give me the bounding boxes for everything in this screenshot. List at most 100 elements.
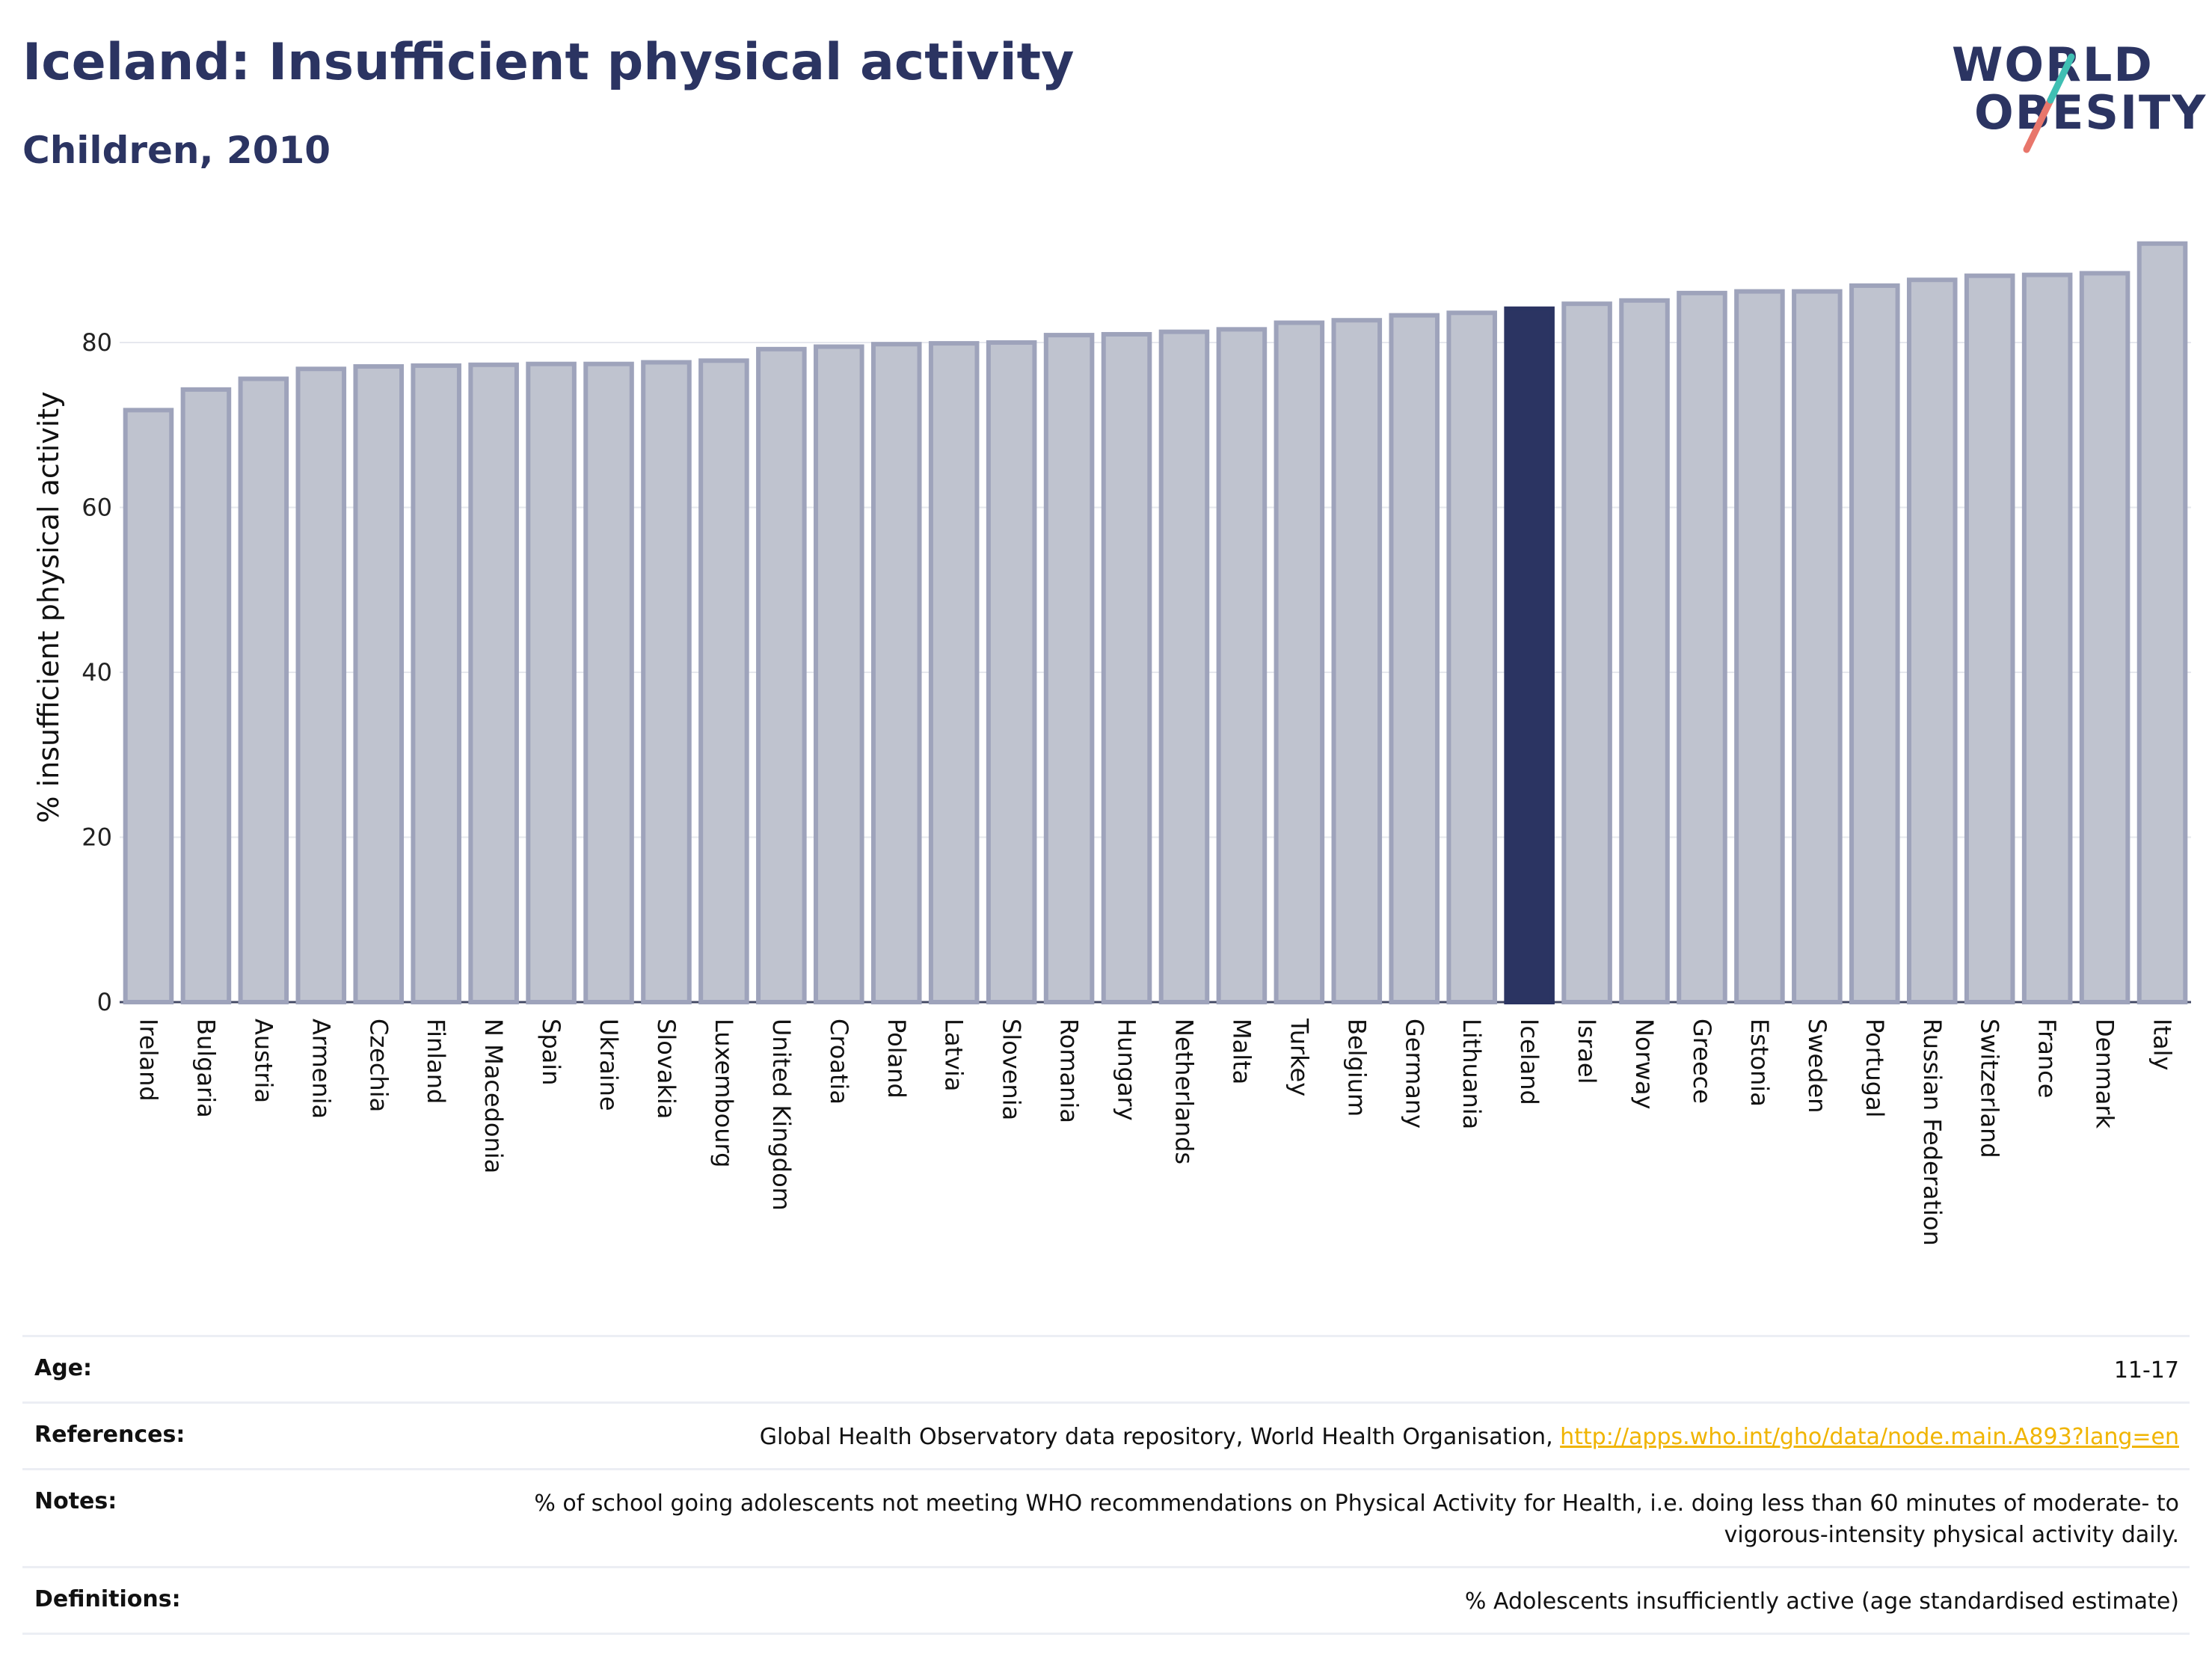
x-tick-label: Bulgaria <box>191 1019 220 1118</box>
bar-united-kingdom <box>756 346 807 1004</box>
meta-key: Notes: <box>34 1488 117 1514</box>
meta-value: % of school going adolescents not meetin… <box>459 1488 2179 1551</box>
x-tick-label: Spain <box>537 1019 565 1085</box>
bar-iceland <box>1504 306 1555 1004</box>
metadata-table: Age: 11-17 References: Global Health Observ… <box>22 1335 2190 1635</box>
x-tick-label: Germany <box>1400 1019 1428 1129</box>
bar-germany <box>1389 313 1440 1004</box>
reference-link[interactable]: http://apps.who.int/gho/data/node.main.A… <box>1560 1424 2179 1450</box>
bar-belgium <box>1331 318 1383 1005</box>
bar-luxembourg <box>698 358 749 1004</box>
bar-italy <box>2136 241 2188 1004</box>
x-tick-label: Latvia <box>940 1019 968 1091</box>
x-tick-label: Finland <box>422 1019 450 1104</box>
bar-latvia <box>928 341 980 1005</box>
bar-spain <box>526 361 577 1005</box>
x-tick-label: Greece <box>1688 1019 1716 1104</box>
bar-finland <box>411 363 461 1004</box>
x-tick-label: United Kingdom <box>767 1019 796 1211</box>
x-tick-label: Israel <box>1573 1019 1601 1084</box>
bar-armenia <box>295 366 347 1004</box>
x-tick-label: Ukraine <box>595 1019 623 1111</box>
x-tick-label: Denmark <box>2091 1019 2119 1129</box>
meta-value-text: % Adolescents insufficiently active (age… <box>1464 1588 2179 1615</box>
bar-portugal <box>1849 283 1900 1004</box>
bar-ireland <box>123 408 174 1004</box>
y-tick-labels: 0 20 40 60 80 <box>82 328 112 1016</box>
bar-greece <box>1677 290 1727 1005</box>
logo-line2: OBESITY <box>1974 85 2208 140</box>
bar-poland <box>870 342 922 1004</box>
bar-france <box>2021 272 2073 1005</box>
meta-value-text: % of school going adolescents not meetin… <box>534 1490 2179 1548</box>
meta-key: Age: <box>34 1355 93 1381</box>
x-tick-label: Switzerland <box>1976 1019 2004 1158</box>
bar-sweden <box>1792 289 1843 1004</box>
x-tick-label: Poland <box>882 1019 911 1099</box>
y-tick-label: 60 <box>82 494 112 522</box>
bar-romania <box>1043 333 1095 1004</box>
bar-turkey <box>1274 320 1325 1005</box>
bar-israel <box>1561 301 1612 1004</box>
bar-russian-federation <box>1906 277 1958 1004</box>
x-tick-label: France <box>2033 1019 2062 1098</box>
x-tick-label: Romania <box>1055 1019 1084 1123</box>
x-tick-label: Iceland <box>1515 1019 1543 1105</box>
meta-row: Notes: % of school going adolescents not … <box>22 1470 2190 1568</box>
x-tick-label: Armenia <box>307 1019 335 1119</box>
bar-slovakia <box>641 360 692 1004</box>
x-tick-label: Portugal <box>1861 1019 1889 1118</box>
x-tick-label: Austria <box>249 1019 277 1103</box>
bar-slovenia <box>986 340 1037 1004</box>
x-tick-label: Luxembourg <box>710 1019 738 1167</box>
x-tick-label: Belgium <box>1342 1019 1371 1117</box>
bar-denmark <box>2079 271 2130 1004</box>
x-tick-label: Lithuania <box>1457 1019 1486 1129</box>
bar-ukraine <box>583 361 634 1005</box>
meta-row: Age: 11-17 <box>22 1337 2190 1404</box>
y-tick-label: 40 <box>82 658 112 687</box>
bar-norway <box>1619 298 1670 1004</box>
x-tick-label: Russian Federation <box>1918 1019 1947 1246</box>
x-tick-labels: Ireland Bulgaria Austria Armenia Czechia Finl… <box>134 1018 2176 1246</box>
x-tick-label: Czechia <box>364 1019 393 1112</box>
meta-value-text: Global Health Observatory data repositor… <box>759 1424 1561 1450</box>
x-tick-label: Sweden <box>1803 1019 1831 1113</box>
world-obesity-logo: WORLD OBESITY <box>1952 37 2205 157</box>
meta-value: % Adolescents insufficiently active (age… <box>1465 1586 2179 1618</box>
bar-austria <box>238 376 289 1004</box>
meta-key: References: <box>34 1422 185 1448</box>
bar-czechia <box>353 363 405 1005</box>
x-tick-label: Ireland <box>134 1019 162 1102</box>
meta-row: Definitions: % Adolescents insufficiently… <box>22 1568 2190 1635</box>
bar-croatia <box>814 344 864 1004</box>
bar-lithuania <box>1446 310 1497 1004</box>
x-tick-label: Turkey <box>1285 1018 1313 1096</box>
bar-hungary <box>1101 331 1152 1005</box>
meta-value-text: 11-17 <box>2113 1357 2179 1384</box>
bar-malta <box>1216 327 1268 1004</box>
bar-chart: Ireland Bulgaria Austria Armenia Czechia Finl… <box>32 241 2191 1246</box>
page-subtitle: Children, 2010 <box>22 129 331 172</box>
x-tick-label: N Macedonia <box>479 1019 508 1173</box>
bars <box>123 241 2188 1005</box>
logo-slash-icon <box>2023 53 2075 153</box>
bar-netherlands <box>1158 329 1210 1005</box>
x-tick-label: Norway <box>1630 1019 1659 1109</box>
page-title: Iceland: Insufficient physical activity <box>22 33 1075 92</box>
x-tick-label: Estonia <box>1745 1019 1774 1107</box>
x-tick-label: Slovakia <box>652 1019 681 1119</box>
grid-lines <box>120 342 2191 1004</box>
x-tick-label: Croatia <box>825 1019 853 1105</box>
bar-n-macedonia <box>468 362 519 1004</box>
bar-estonia <box>1734 289 1785 1004</box>
x-tick-label: Malta <box>1227 1019 1256 1084</box>
meta-key: Definitions: <box>34 1586 181 1612</box>
logo-line1: WORLD <box>1952 37 2154 92</box>
meta-value: 11-17 <box>2114 1355 2179 1387</box>
y-tick-label: 20 <box>82 823 112 852</box>
y-axis-label: % insufficient physical activity <box>32 391 65 823</box>
x-tick-label: Italy <box>2148 1019 2177 1070</box>
meta-value: Global Health Observatory data repositor… <box>760 1422 2179 1453</box>
y-tick-label: 0 <box>97 988 112 1016</box>
